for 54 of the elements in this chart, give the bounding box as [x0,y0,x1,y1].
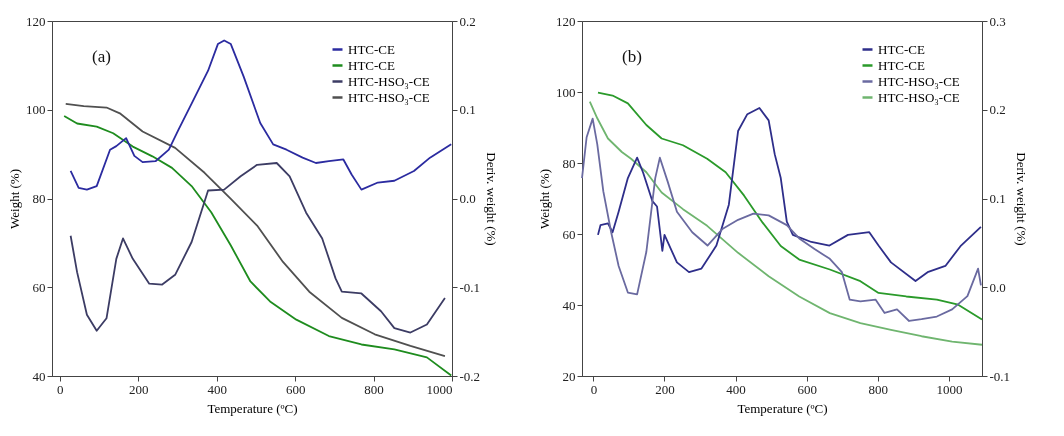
y-axis-title: Weight (%) [537,169,552,229]
x-tick-label: 800 [364,381,384,397]
y-tick-label: 120 [556,13,576,29]
x-tick-label: 400 [207,381,227,397]
y2-tick-label: -0.1 [459,279,481,295]
legend-label: HTC-CE [878,57,925,73]
legend-label: HTC-HSO₃-CE [348,89,430,105]
x-tick-label: 0 [590,381,598,397]
line-series [69,162,446,334]
y2-tick-label: -0.1 [989,368,1011,384]
line-series [69,39,453,191]
y-tick-label: 40 [562,297,576,313]
y2-tick-label: 0.3 [989,13,1006,29]
x-tick-label: 200 [655,381,675,397]
y2-axis-title: Deriv. weight (%) [1014,152,1030,246]
y2-tick-label: 0.1 [459,102,476,118]
legend-label: HTC-CE [878,41,925,57]
y-tick-label: 100 [26,102,46,118]
x-tick-label: 600 [285,381,306,397]
x-tick-label: 600 [797,381,817,397]
legend-label: HTC-HSO₃-CE [348,73,430,89]
y-tick-label: 60 [32,279,46,295]
x-tick-label: 400 [726,381,746,397]
y2-tick-label: 0.0 [989,279,1006,295]
y2-tick-label: -0.2 [459,368,481,384]
x-tick-label: 800 [868,381,889,397]
x-tick-label: 1000 [426,381,453,397]
y-tick-label: 40 [32,368,46,384]
y-tick-label: 120 [26,13,46,29]
x-tick-label: 0 [57,381,64,397]
x-tick-label: 200 [129,381,149,397]
x-axis-title: Temperature (ºC) [207,400,298,416]
annotation: (a) [92,47,111,66]
y-tick-label: 80 [32,191,46,206]
legend-label: HTC-HSO₃-CE [878,73,960,89]
legend-label: HTC-HSO₃-CE [878,89,960,105]
y2-tick-label: 0.0 [459,191,476,206]
y-axis-title: Weight (%) [7,169,22,229]
y2-axis-title: Deriv. weight (%) [484,152,500,246]
y2-tick-label: 0.2 [459,13,476,29]
y2-tick-label: 0.1 [989,191,1006,206]
y-tick-label: 60 [562,226,576,242]
line-series [597,91,983,321]
line-series [581,117,982,322]
y-tick-label: 100 [556,84,576,100]
annotation: (b) [622,47,642,66]
x-tick-label: 1000 [936,381,963,397]
legend-label: HTC-CE [348,57,395,73]
line-series [597,107,982,282]
x-axis-title: Temperature (ºC) [737,400,828,416]
legend-label: HTC-CE [348,41,395,57]
y-tick-label: 80 [562,155,576,171]
y2-tick-label: 0.2 [989,102,1006,118]
y-tick-label: 20 [562,368,576,384]
